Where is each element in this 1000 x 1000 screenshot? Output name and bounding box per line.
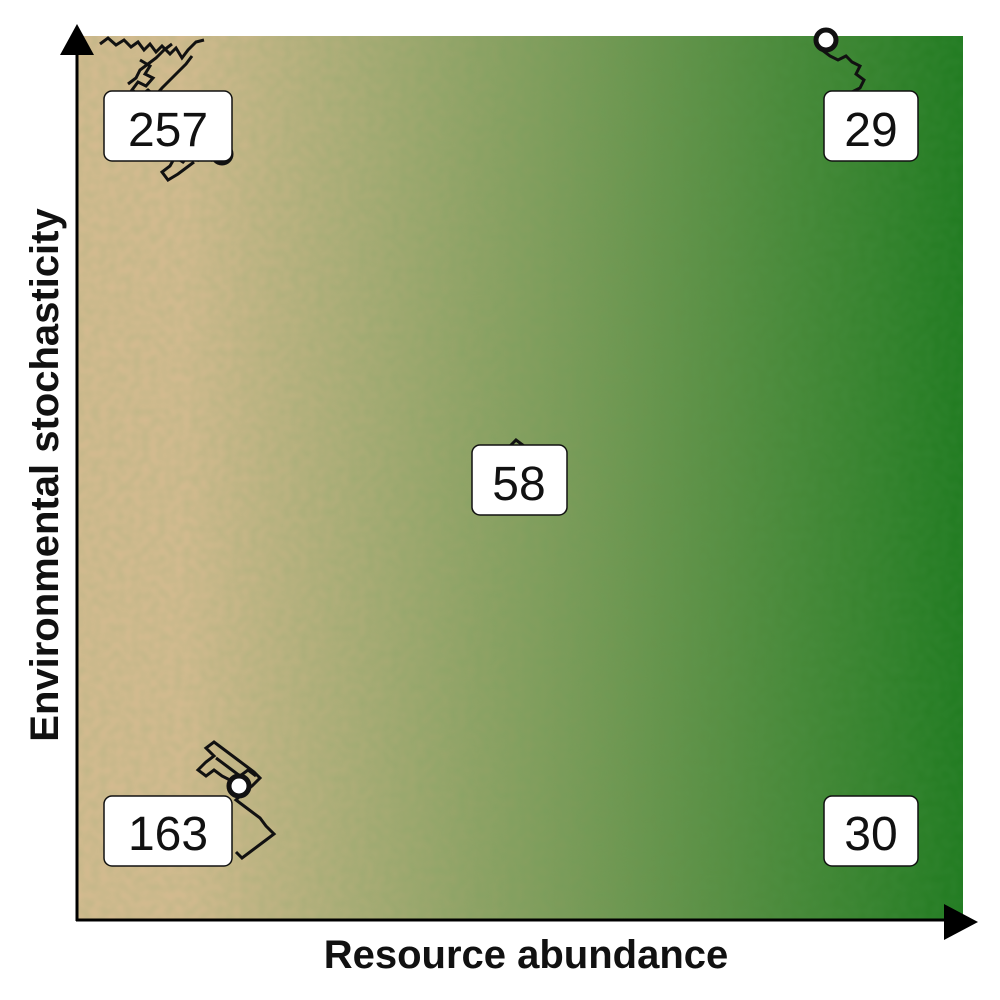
count-box-bottom-right: 30 <box>823 795 919 867</box>
y-axis-arrow <box>60 24 94 55</box>
marker-top-right <box>813 27 839 53</box>
count-box-top-left: 257 <box>103 90 233 162</box>
count-value: 58 <box>492 458 545 511</box>
trajectory-center <box>508 438 525 448</box>
y-axis-label: Environmental stochasticity <box>23 208 67 742</box>
count-box-frame <box>823 795 919 867</box>
count-box-frame <box>471 444 568 516</box>
count-box-frame <box>823 90 919 162</box>
count-box-top-right: 29 <box>823 90 919 162</box>
trajectory-bottom-left <box>195 740 277 860</box>
count-box-center: 58 <box>471 444 568 516</box>
count-box-frame <box>103 795 233 867</box>
trajectory-top-right <box>820 39 866 98</box>
count-value: 257 <box>128 104 208 157</box>
count-box-bottom-left: 163 <box>103 795 233 867</box>
axes <box>75 50 950 922</box>
x-axis-label: Resource abundance <box>324 933 729 977</box>
x-axis-arrow <box>944 904 978 940</box>
count-value: 30 <box>844 808 897 861</box>
count-value: 163 <box>128 808 208 861</box>
count-box-frame <box>103 90 233 162</box>
marker-bottom-left <box>226 773 252 799</box>
count-value: 29 <box>844 104 897 157</box>
